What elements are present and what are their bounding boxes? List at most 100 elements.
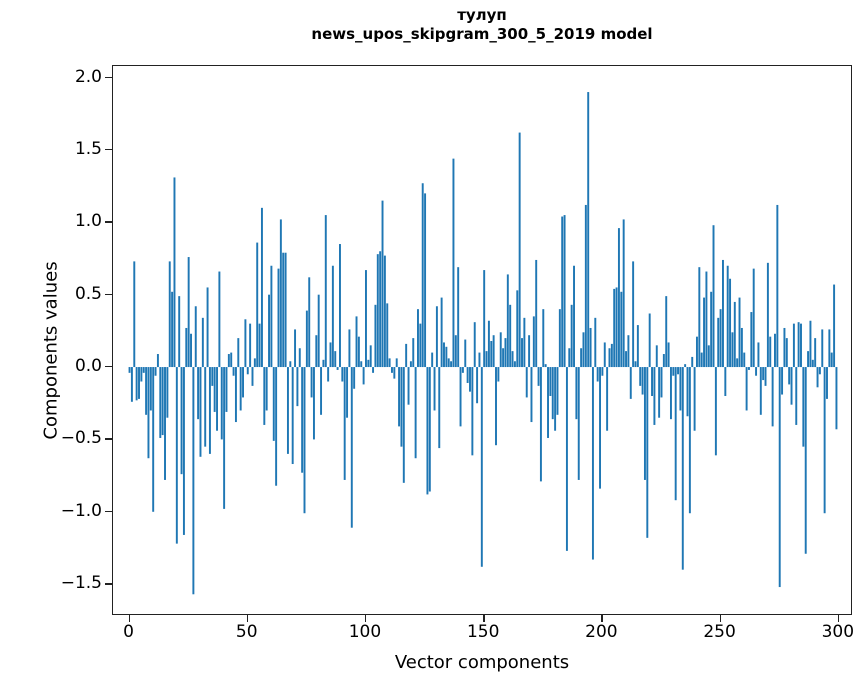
- bar: [826, 367, 828, 399]
- bar: [575, 367, 578, 420]
- bar: [471, 367, 474, 456]
- bar: [289, 361, 292, 368]
- bar: [622, 219, 625, 368]
- bar: [350, 367, 353, 528]
- bar: [322, 359, 325, 368]
- bar: [537, 367, 540, 386]
- bar: [296, 367, 299, 407]
- bar: [166, 367, 169, 418]
- bar: [641, 367, 644, 395]
- bar: [145, 367, 148, 415]
- bar: [355, 316, 358, 368]
- bar: [244, 319, 247, 368]
- bar: [424, 193, 427, 368]
- bar: [658, 367, 661, 418]
- y-tick-label: −0.5: [60, 428, 102, 449]
- bar: [246, 367, 249, 375]
- x-tick-mark: [483, 615, 485, 622]
- bar: [388, 358, 391, 368]
- bar: [391, 367, 393, 373]
- bar: [769, 336, 772, 368]
- bar: [164, 367, 166, 480]
- bar: [220, 367, 223, 440]
- bar: [710, 291, 713, 368]
- bar: [502, 348, 505, 368]
- y-tick-label: 0.0: [74, 356, 102, 377]
- bar: [830, 352, 833, 368]
- bar: [632, 261, 635, 368]
- bar: [334, 351, 337, 368]
- y-tick-mark: [105, 438, 112, 440]
- bar: [757, 342, 760, 368]
- bar: [341, 367, 344, 382]
- bar: [374, 304, 377, 368]
- bar: [804, 367, 807, 554]
- bar: [561, 216, 564, 368]
- bar: [551, 367, 554, 420]
- bar: [260, 207, 263, 368]
- bar: [258, 323, 261, 368]
- bar: [142, 367, 145, 373]
- bar: [223, 367, 226, 509]
- bar: [178, 296, 181, 368]
- x-tick-label: 250: [703, 622, 736, 642]
- bar: [570, 304, 573, 368]
- bar: [603, 342, 606, 368]
- bar: [823, 367, 826, 514]
- bar: [270, 265, 273, 368]
- bar: [199, 367, 202, 457]
- bar: [781, 367, 784, 395]
- x-tick-label: 100: [348, 622, 382, 642]
- bar: [459, 367, 462, 427]
- bar: [367, 359, 370, 368]
- bar: [563, 215, 566, 368]
- bar: [348, 329, 351, 368]
- bar: [573, 265, 575, 368]
- bar: [211, 367, 214, 386]
- bar: [182, 367, 185, 535]
- bar: [629, 367, 632, 399]
- bar: [272, 367, 275, 441]
- bar: [736, 358, 739, 368]
- bar: [577, 367, 580, 480]
- bar: [591, 367, 594, 560]
- bar: [227, 354, 230, 368]
- x-tick-mark: [364, 615, 367, 622]
- bar: [206, 287, 209, 368]
- x-tick-mark: [601, 615, 603, 622]
- bar: [161, 367, 164, 436]
- bar: [625, 351, 628, 368]
- bar: [490, 341, 493, 368]
- bar: [315, 335, 318, 368]
- bar: [816, 367, 819, 388]
- bar: [379, 251, 382, 368]
- bar: [833, 284, 836, 368]
- y-tick-mark: [105, 148, 112, 151]
- bar: [428, 367, 431, 492]
- plot-axes: [112, 65, 852, 615]
- bar: [608, 348, 611, 368]
- bar: [450, 361, 453, 368]
- bar: [506, 274, 509, 368]
- bar: [568, 348, 571, 368]
- bar: [776, 204, 779, 368]
- y-axis-tick-labels: −1.5 −1.0 −0.5 0.0 0.5 1.0 1.5 2.0: [32, 65, 102, 615]
- bar: [738, 297, 741, 368]
- bar: [818, 367, 821, 375]
- bar: [445, 346, 448, 368]
- bar: [249, 323, 252, 368]
- bar: [509, 304, 512, 368]
- bar: [277, 268, 280, 368]
- bar: [376, 254, 379, 368]
- bar: [357, 336, 360, 368]
- bar: [542, 309, 545, 368]
- bar: [336, 367, 339, 370]
- bar: [783, 327, 786, 368]
- bar: [499, 332, 502, 368]
- bar: [712, 225, 715, 368]
- bar: [556, 367, 559, 415]
- bar: [636, 325, 639, 368]
- bar: [700, 352, 703, 368]
- bar: [443, 342, 445, 368]
- bar: [447, 358, 450, 368]
